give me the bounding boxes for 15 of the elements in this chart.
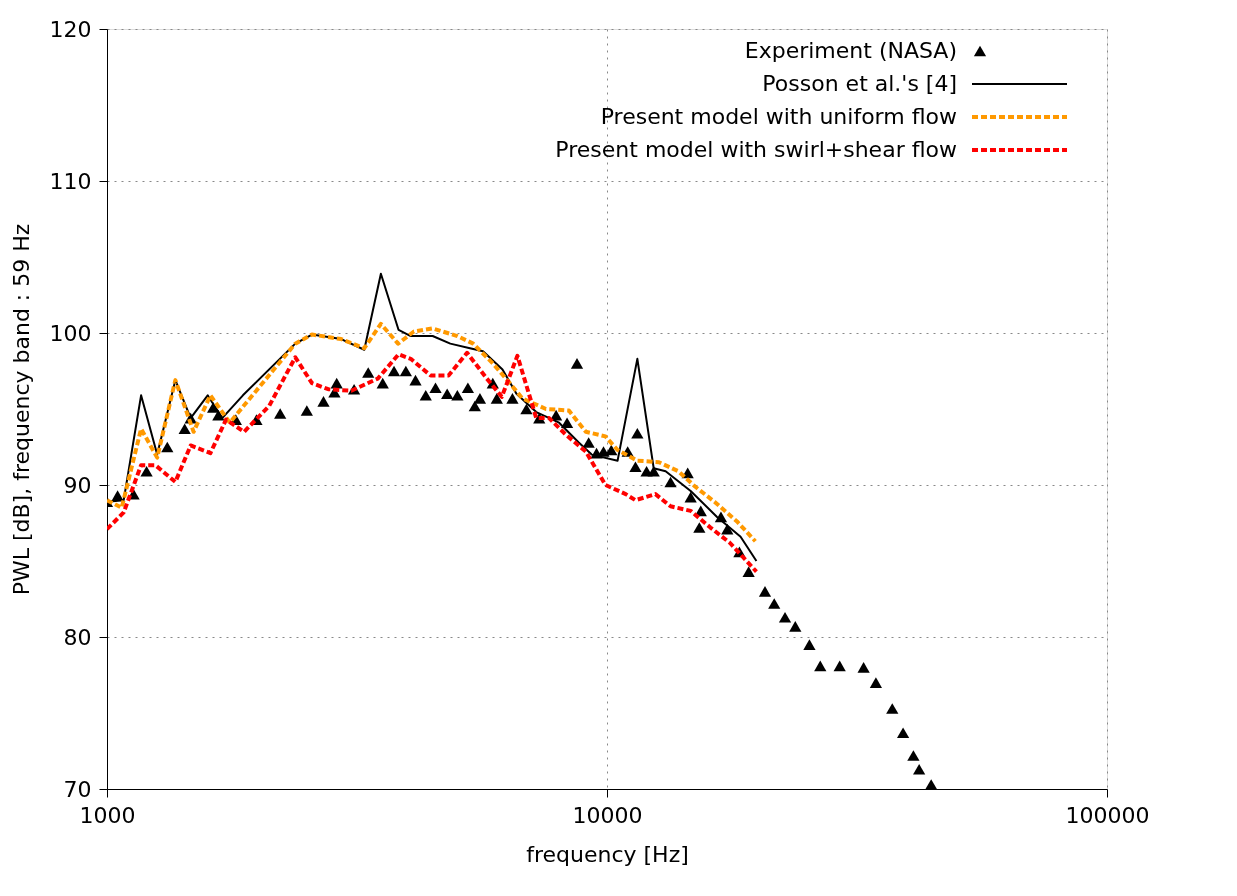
legend-label: Present model with swirl+shear flow	[555, 137, 957, 162]
y-tick-label: 110	[49, 168, 92, 194]
legend-label: Present model with uniform flow	[600, 104, 958, 129]
x-tick-label: 10000	[572, 802, 643, 828]
x-tick-label: 1000	[79, 802, 136, 828]
legend-label: Experiment (NASA)	[744, 38, 957, 63]
y-tick-label: 80	[63, 624, 92, 650]
legend-label: Posson et al.'s [4]	[762, 71, 957, 96]
y-tick-label: 90	[63, 472, 92, 498]
x-tick-label: 100000	[1065, 802, 1150, 828]
y-tick-label: 120	[49, 16, 92, 42]
y-axis-title: PWL [dB], frequency band : 59 Hz	[8, 223, 34, 596]
x-axis-title: frequency [Hz]	[526, 841, 689, 867]
y-tick-label: 70	[63, 776, 92, 802]
y-tick-label: 100	[49, 320, 92, 346]
